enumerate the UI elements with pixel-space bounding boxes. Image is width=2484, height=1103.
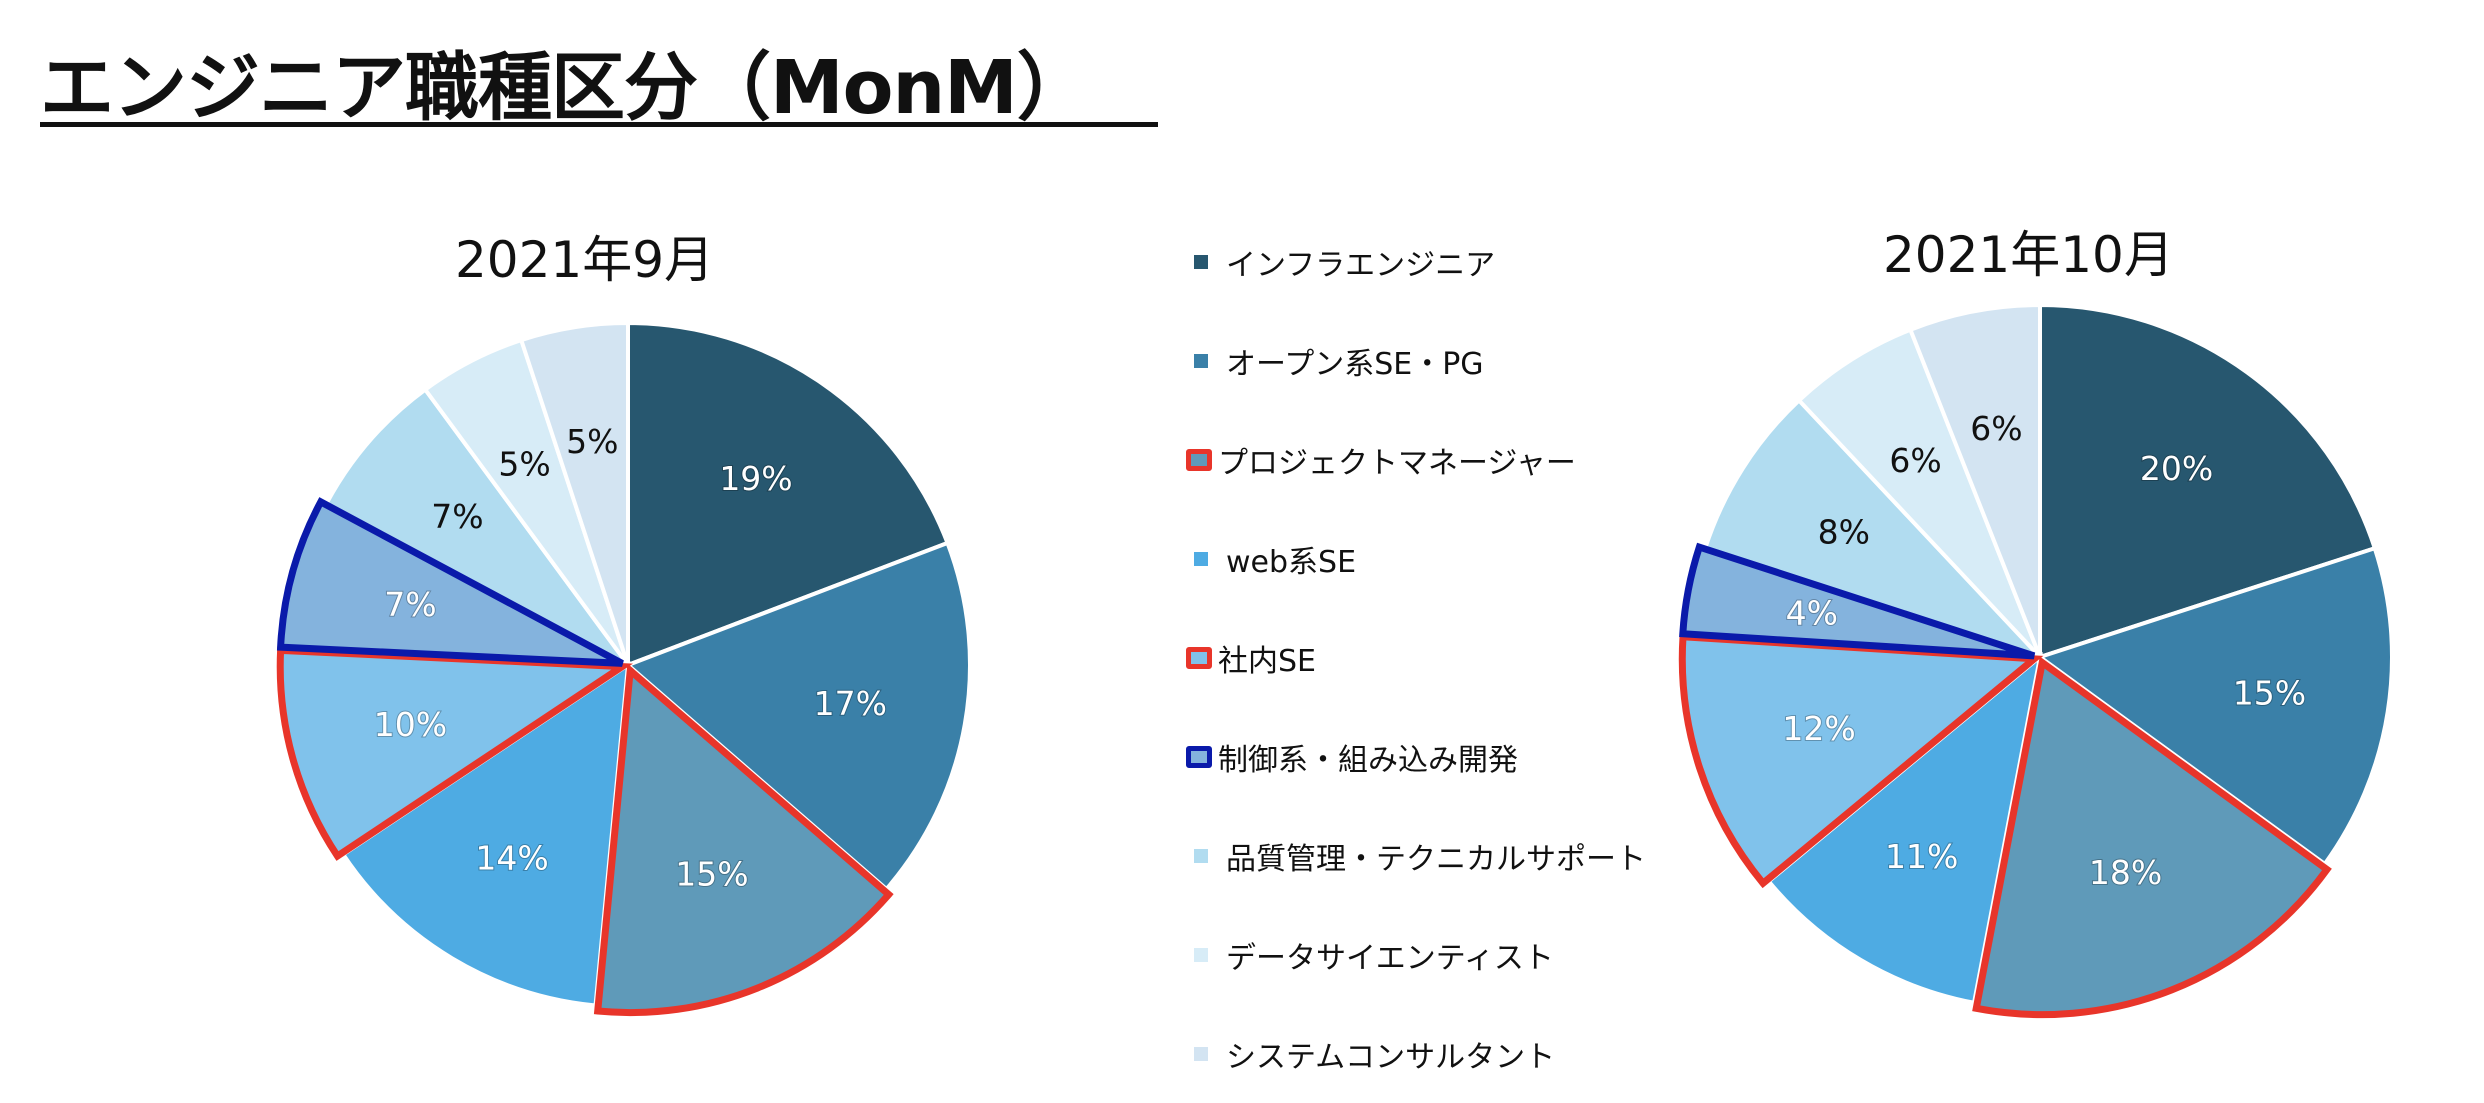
- legend-item: オープン系SE・PG: [1186, 311, 1646, 410]
- data-label: 12%: [1782, 709, 1855, 748]
- legend-item: 制御系・組み込み開発: [1186, 707, 1646, 806]
- data-label: 17%: [814, 684, 887, 723]
- chart-title-oct: 2021年10月: [1883, 226, 2174, 284]
- data-label: 5%: [498, 444, 550, 483]
- legend-label: web系SE: [1226, 544, 1357, 580]
- data-label: 11%: [1885, 837, 1958, 876]
- pie-slice: [2038, 302, 2378, 660]
- legend-swatch-icon: [1186, 646, 1212, 669]
- legend-item: データサイエンティスト: [1186, 905, 1646, 1004]
- legend-item: web系SE: [1186, 509, 1646, 608]
- page-title: エンジニア職種区分（MonM）: [40, 45, 1091, 131]
- data-label: 4%: [1786, 593, 1838, 632]
- title-underline: [40, 122, 1158, 127]
- data-label: 19%: [719, 459, 792, 498]
- slice-highlight-outline: [1972, 656, 2332, 1019]
- legend-item: 品質管理・テクニカルサポート: [1186, 806, 1646, 905]
- pie-slice: [518, 320, 630, 666]
- data-label: 15%: [675, 855, 748, 894]
- legend: インフラエンジニア オープン系SE・PG プロジェクトマネージャー web系SE 社内S…: [1186, 212, 1646, 1103]
- legend-swatch-icon: [1194, 1046, 1208, 1061]
- pie-slice: [1907, 302, 2042, 658]
- legend-swatch-icon: [1186, 745, 1212, 768]
- data-label: 6%: [1889, 441, 1941, 480]
- legend-swatch-icon: [1194, 254, 1208, 269]
- legend-swatch-icon: [1194, 353, 1208, 368]
- pie-slice: [2035, 545, 2394, 867]
- legend-label: オープン系SE・PG: [1226, 346, 1484, 382]
- data-label: 15%: [2233, 673, 2306, 712]
- pie-slice: [323, 386, 630, 667]
- legend-item: インフラエンジニア: [1186, 212, 1646, 311]
- pie-slice: [624, 540, 972, 892]
- pie-slice: [1702, 397, 2042, 659]
- legend-label: 社内SE: [1218, 643, 1316, 679]
- chart-title-sep: 2021年9月: [455, 231, 715, 289]
- legend-item: プロジェクトマネージャー: [1186, 410, 1646, 509]
- legend-label: プロジェクトマネージャー: [1218, 445, 1576, 481]
- data-label: 10%: [374, 705, 447, 744]
- legend-label: 品質管理・テクニカルサポート: [1226, 841, 1646, 877]
- legend-item: 社内SE: [1186, 608, 1646, 707]
- legend-swatch-icon: [1194, 848, 1208, 863]
- slice-highlight-outline: [276, 646, 634, 861]
- legend-label: データサイエンティスト: [1226, 940, 1554, 976]
- pie-slice: [1765, 651, 2044, 1006]
- legend-swatch-icon: [1194, 947, 1208, 962]
- data-label: 7%: [384, 585, 436, 624]
- legend-label: インフラエンジニア: [1226, 247, 1496, 283]
- data-label: 18%: [2089, 853, 2162, 892]
- data-label: 7%: [431, 497, 483, 536]
- slice-highlight-outline: [1679, 542, 2036, 660]
- pie-slice: [340, 661, 631, 1008]
- slice-highlight-outline: [593, 663, 894, 1017]
- slice-highlight-outline: [276, 497, 624, 667]
- data-label: 5%: [566, 422, 618, 461]
- legend-label: 制御系・組み込み開発: [1218, 742, 1518, 778]
- pie-slice: [626, 320, 951, 668]
- data-label: 6%: [1970, 409, 2022, 448]
- legend-swatch-icon: [1194, 551, 1208, 566]
- pie-slice: [1796, 327, 2042, 659]
- data-label: 20%: [2140, 449, 2213, 488]
- legend-item: システムコンサルタント: [1186, 1004, 1646, 1103]
- legend-label: システムコンサルタント: [1226, 1039, 1556, 1075]
- slice-highlight-outline: [1678, 633, 2044, 889]
- data-label: 8%: [1818, 513, 1870, 552]
- data-label: 14%: [475, 839, 548, 878]
- legend-swatch-icon: [1186, 448, 1212, 471]
